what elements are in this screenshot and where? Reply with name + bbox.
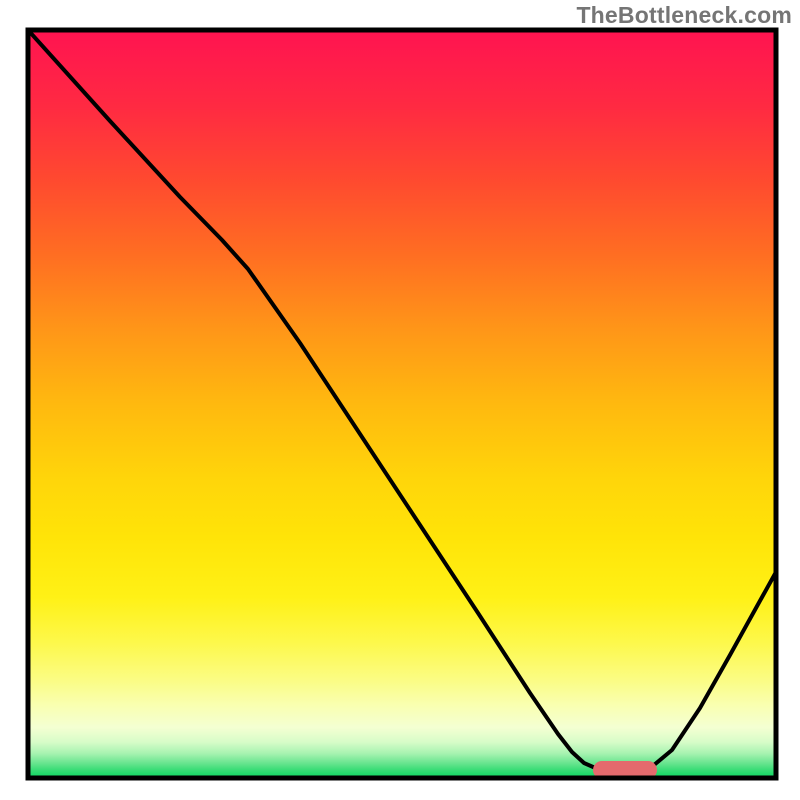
bottleneck-chart (0, 0, 800, 800)
chart-canvas: TheBottleneck.com (0, 0, 800, 800)
gradient-background (31, 33, 774, 776)
watermark-text: TheBottleneck.com (576, 2, 792, 29)
